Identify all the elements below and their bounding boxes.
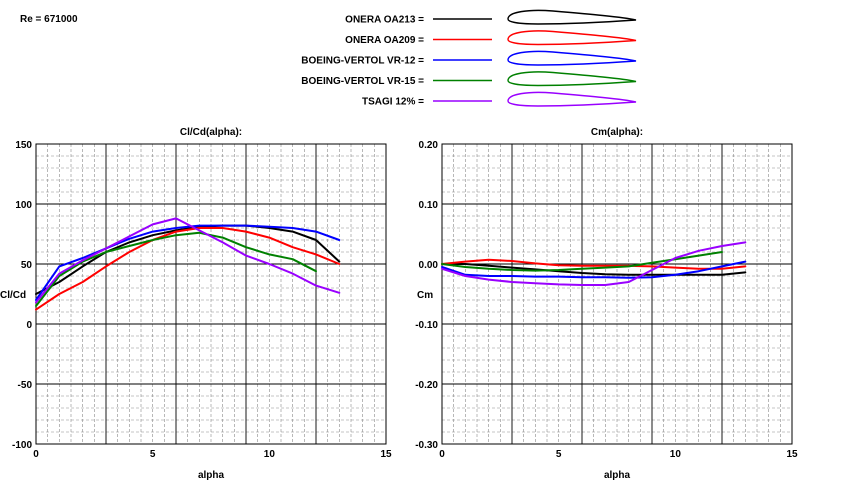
legend-label: BOEING-VERTOL VR-15 = bbox=[301, 76, 424, 87]
airfoil-shape-icon bbox=[507, 9, 637, 25]
x-tick-label: 0 bbox=[33, 449, 39, 460]
x-tick-label: 15 bbox=[786, 449, 798, 460]
series-line-4 bbox=[35, 217, 341, 304]
minor-grid bbox=[442, 144, 792, 444]
series-line-1 bbox=[441, 258, 747, 270]
major-grid bbox=[36, 144, 386, 444]
x-tick-label: 5 bbox=[556, 449, 562, 460]
y-tick-label: -0.10 bbox=[415, 320, 438, 331]
x-tick-label: 10 bbox=[670, 449, 682, 460]
x-axis-label: alpha bbox=[198, 470, 225, 481]
y-tick-label: 0.10 bbox=[419, 200, 439, 211]
legend-label: BOEING-VERTOL VR-12 = bbox=[301, 56, 424, 67]
y-tick-label: -0.20 bbox=[415, 380, 438, 391]
series-line-2 bbox=[35, 224, 341, 301]
airfoil-shape-icon bbox=[507, 71, 637, 87]
y-axis-label: Cl/Cd bbox=[0, 290, 26, 301]
y-axis-label: Cm bbox=[417, 290, 433, 301]
legend: ONERA OA213 = ONERA OA209 = BOEING-VERTOL … bbox=[301, 9, 637, 108]
y-tick-label: 0 bbox=[26, 320, 32, 331]
airfoil-shape-icon bbox=[507, 50, 637, 66]
legend-label: TSAGI 12% = bbox=[362, 97, 424, 108]
series-line-2 bbox=[441, 260, 747, 279]
y-tick-label: -0.30 bbox=[415, 440, 438, 451]
major-grid bbox=[442, 144, 792, 444]
airfoil-shape-icon bbox=[507, 91, 637, 107]
plot-frame bbox=[441, 143, 793, 445]
airfoil-shape-icon bbox=[507, 30, 637, 46]
y-tick-label: 100 bbox=[15, 200, 32, 211]
y-tick-label: -100 bbox=[12, 440, 32, 451]
chart-title: Cm(alpha): bbox=[591, 127, 643, 138]
x-tick-label: 15 bbox=[380, 449, 392, 460]
legend-label: ONERA OA209 = bbox=[345, 35, 424, 46]
series-line-4 bbox=[441, 241, 747, 286]
legend-label: ONERA OA213 = bbox=[345, 15, 424, 26]
series-line-3 bbox=[441, 251, 723, 272]
x-tick-label: 0 bbox=[439, 449, 445, 460]
y-tick-label: -50 bbox=[18, 380, 33, 391]
y-tick-label: 0.20 bbox=[419, 140, 439, 151]
chart-title: Cl/Cd(alpha): bbox=[180, 127, 242, 138]
series-line-0 bbox=[441, 263, 747, 276]
series-line-0 bbox=[35, 224, 341, 295]
cm-chart: 0 5 10 15 -0.30 -0.20 -0.10 0.00 0.10 0.20 Cm(alph… bbox=[415, 127, 798, 481]
y-tick-label: 50 bbox=[21, 260, 33, 271]
x-tick-label: 10 bbox=[264, 449, 276, 460]
minor-grid bbox=[36, 144, 386, 444]
series-line-3 bbox=[35, 231, 317, 307]
x-axis-label: alpha bbox=[604, 470, 631, 481]
series-line-1 bbox=[35, 227, 341, 311]
x-tick-label: 5 bbox=[150, 449, 156, 460]
y-tick-label: 0.00 bbox=[419, 260, 439, 271]
clcd-chart: 0 5 10 15 -100 -50 0 50 100 150 Cl/Cd(alpha): alpha… bbox=[0, 127, 392, 481]
reynolds-number-label: Re = 671000 bbox=[20, 14, 78, 25]
y-tick-label: 150 bbox=[15, 140, 32, 151]
